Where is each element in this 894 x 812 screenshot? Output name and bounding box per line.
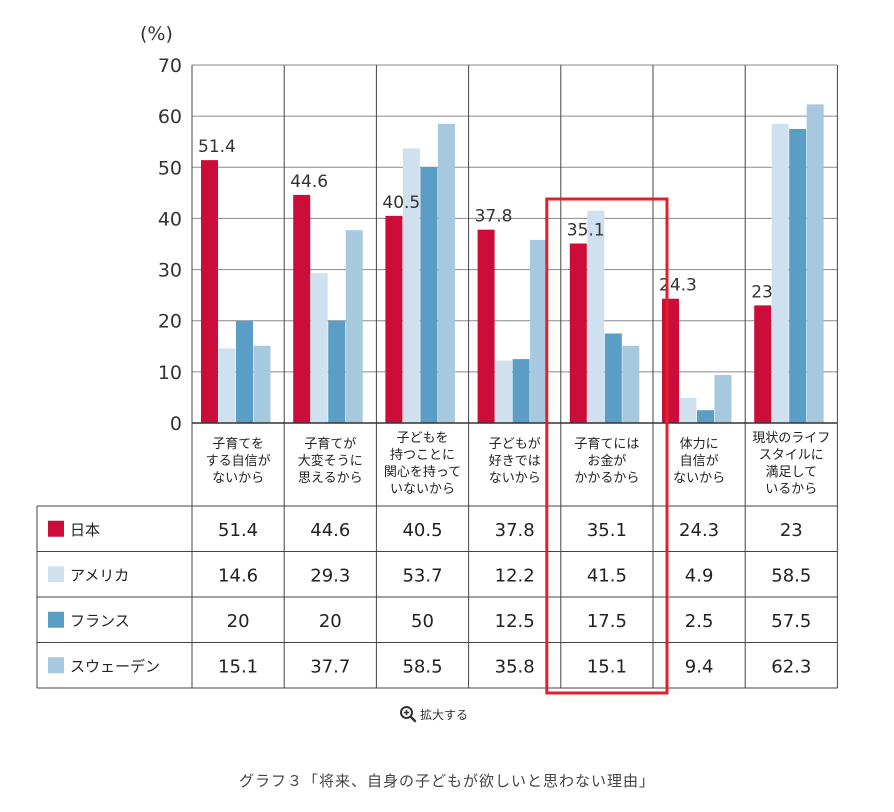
bar <box>310 273 328 423</box>
table-cell: 51.4 <box>218 520 258 541</box>
category-label: 子育てが大変そうに思えるから <box>298 436 363 486</box>
y-tick-label: 60 <box>158 106 182 128</box>
bar <box>512 359 530 423</box>
category-label: 子どもを持つことに関心を持っていないから <box>384 431 461 497</box>
bar <box>218 348 236 423</box>
bar <box>477 229 495 423</box>
table-cell: 12.2 <box>495 565 535 586</box>
table-cell: 53.7 <box>402 565 442 586</box>
table-cell: 17.5 <box>587 611 627 632</box>
y-tick-label: 30 <box>158 260 182 282</box>
legend-label: アメリカ <box>70 566 129 584</box>
category-label: 子育てにはお金がかかるから <box>574 436 639 486</box>
figure-caption: グラフ３「将来、自身の子どもが欲しいと思わない理由」 <box>238 772 655 790</box>
data-label: 35.1 <box>567 220 605 240</box>
table-cell: 12.5 <box>495 611 535 632</box>
bar <box>495 360 513 423</box>
table-cell: 15.1 <box>587 656 627 677</box>
category-label: 子育てをする自信がないから <box>206 436 271 486</box>
table-cell: 37.8 <box>495 520 535 541</box>
legend-swatch <box>48 566 64 583</box>
table-cell: 37.7 <box>310 656 350 677</box>
legend-label: スウェーデン <box>70 657 160 675</box>
legend-swatch <box>48 611 64 628</box>
bar <box>293 194 311 423</box>
bar <box>402 148 420 423</box>
table-cell: 41.5 <box>587 565 627 586</box>
zoom-label: 拡大する <box>420 707 469 722</box>
table-cell: 4.9 <box>685 565 714 586</box>
table-cell: 58.5 <box>402 656 442 677</box>
bar <box>385 215 403 423</box>
bar <box>604 333 622 423</box>
data-label: 37.8 <box>475 207 513 227</box>
table-cell: 2.5 <box>685 611 714 632</box>
category-label: 体力に自信がないから <box>673 437 725 486</box>
y-tick-label: 10 <box>158 362 182 384</box>
y-tick-label: 40 <box>158 208 182 230</box>
bar <box>714 374 732 423</box>
table-cell: 50 <box>411 611 434 632</box>
legend-label: フランス <box>70 612 130 630</box>
bar <box>569 243 587 423</box>
data-label: 24.3 <box>659 276 697 296</box>
y-tick-label: 20 <box>158 311 182 333</box>
bar <box>771 123 789 424</box>
table-cell: 20 <box>319 611 342 632</box>
table-cell: 35.1 <box>587 520 627 541</box>
bar <box>236 320 253 423</box>
table-cell: 58.5 <box>771 565 811 586</box>
table-cell: 9.4 <box>685 656 714 677</box>
bar <box>754 305 772 423</box>
table-cell: 35.8 <box>495 656 535 677</box>
table-cell: 57.5 <box>771 611 811 632</box>
data-label: 51.4 <box>198 137 236 157</box>
data-label: 44.6 <box>290 172 328 192</box>
bar <box>530 239 548 423</box>
zoom-button[interactable]: 拡大する <box>399 705 468 723</box>
legend-label: 日本 <box>70 521 100 539</box>
y-tick-label: 0 <box>170 413 182 435</box>
highlight-box <box>545 197 669 695</box>
bar <box>789 128 807 423</box>
table-cell: 20 <box>227 611 250 632</box>
legend-swatch <box>48 657 64 674</box>
category-label: 現状のライフスタイルに満足しているから <box>752 431 830 497</box>
bar <box>622 345 640 423</box>
y-unit-label: (%) <box>140 23 173 45</box>
bar <box>662 298 679 423</box>
table-cell: 29.3 <box>310 565 350 586</box>
legend-swatch <box>48 520 64 537</box>
table-cell: 14.6 <box>218 565 258 586</box>
data-label: 40.5 <box>382 193 420 213</box>
bar <box>697 410 714 423</box>
table-cell: 62.3 <box>771 656 811 677</box>
category-label: 子どもが好きではないから <box>489 437 541 486</box>
bar <box>679 397 697 423</box>
bar <box>328 320 346 423</box>
data-label: 23 <box>751 282 773 302</box>
bar <box>345 230 363 423</box>
y-tick-label: 70 <box>158 55 182 77</box>
bar <box>806 104 824 423</box>
bar <box>587 210 605 423</box>
table-cell: 23 <box>780 520 803 541</box>
table-cell: 15.1 <box>218 656 258 677</box>
bar <box>420 167 438 423</box>
bar <box>437 123 455 424</box>
table-cell: 24.3 <box>679 520 719 541</box>
bar <box>201 160 218 423</box>
table-cell: 40.5 <box>402 520 442 541</box>
y-tick-label: 50 <box>158 157 182 179</box>
table-cell: 44.6 <box>310 520 350 541</box>
bar <box>253 345 271 423</box>
magnifier-plus-icon <box>400 706 417 723</box>
